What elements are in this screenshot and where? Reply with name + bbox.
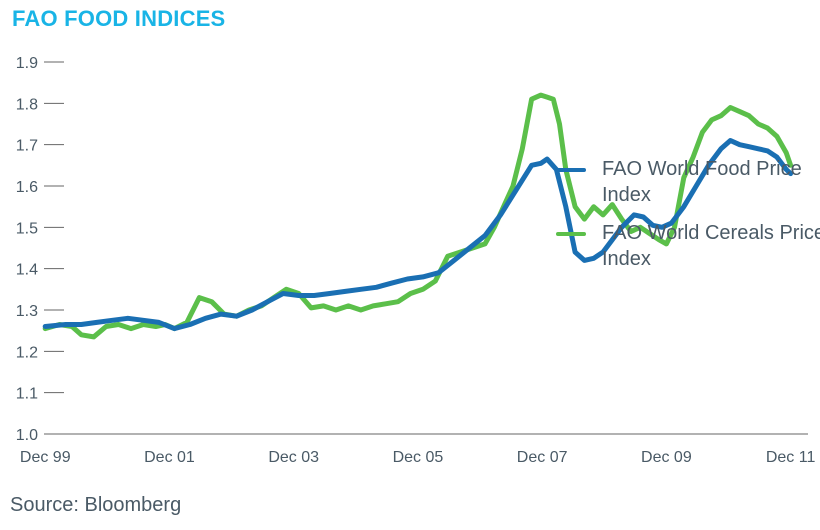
x-tick-label: Dec 11 [766,449,816,466]
legend-item-cereals: FAO World Cereals Price Index [556,220,820,272]
x-tick-label: Dec 09 [641,449,692,466]
y-tick-label: 1.9 [16,55,38,72]
y-tick-label: 1.3 [16,303,38,320]
x-tick-label: Dec 05 [393,449,444,466]
y-tick-label: 1.4 [16,262,38,279]
y-tick-label: 1.1 [16,386,38,403]
source-note: Source: Bloomberg [10,494,182,516]
y-tick-label: 1.5 [16,220,38,237]
chart-legend: FAO World Food Price Index FAO World Cer… [556,156,820,284]
x-tick-label: Dec 99 [20,449,71,466]
legend-label-cereals: FAO World Cereals Price Index [602,222,820,270]
y-tick-label: 1.7 [16,138,38,155]
chart-title: FAO FOOD INDICES [12,6,226,31]
legend-swatch-food [556,168,586,172]
y-tick-label: 1.0 [16,427,38,444]
series-line-food-price-index [42,138,794,332]
legend-label-food: FAO World Food Price Index [602,158,802,206]
y-tick-label: 1.8 [16,96,38,113]
y-tick-label: 1.2 [16,344,38,361]
chart-plot: 1.9 1.8 1.7 1.6 1.5 1.4 1.3 1.2 1.1 1.0 Dec 99 Dec … [16,55,816,466]
y-tick-label: 1.6 [16,179,38,196]
x-tick-label: Dec 07 [517,449,568,466]
legend-swatch-cereals [556,232,586,236]
x-tick-label: Dec 01 [144,449,195,466]
legend-item-food: FAO World Food Price Index [556,156,820,208]
x-tick-label: Dec 03 [268,449,319,466]
